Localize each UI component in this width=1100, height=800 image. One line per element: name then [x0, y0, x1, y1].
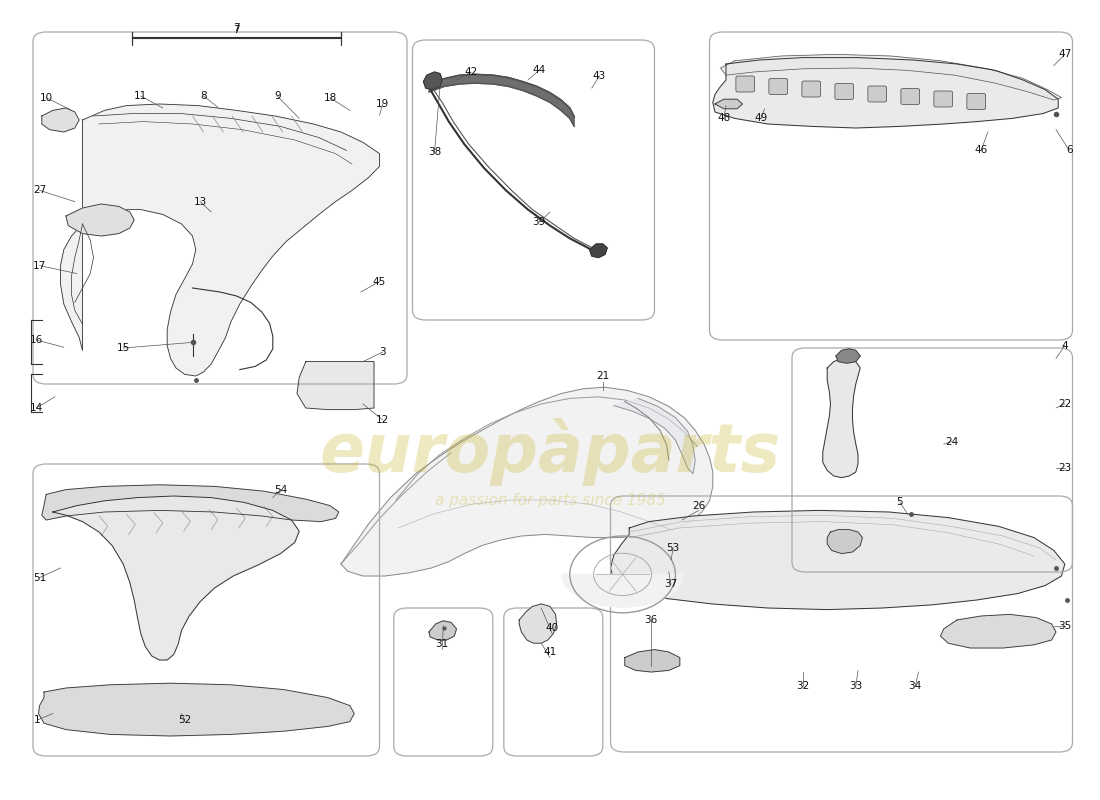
Text: 12: 12	[376, 415, 389, 425]
Polygon shape	[713, 58, 1058, 128]
Text: 47: 47	[1058, 50, 1071, 59]
Text: 9: 9	[274, 91, 280, 101]
FancyBboxPatch shape	[934, 91, 953, 107]
Text: europàparts: europàparts	[319, 418, 781, 486]
Text: 5: 5	[896, 498, 903, 507]
Text: 22: 22	[1058, 399, 1071, 409]
Text: 42: 42	[464, 67, 477, 77]
Text: 23: 23	[1058, 463, 1071, 473]
FancyBboxPatch shape	[901, 89, 920, 105]
Polygon shape	[66, 204, 134, 236]
Text: 24: 24	[945, 437, 958, 446]
FancyBboxPatch shape	[736, 76, 755, 92]
Text: 13: 13	[194, 197, 207, 206]
Text: 16: 16	[30, 335, 43, 345]
Text: 48: 48	[717, 114, 730, 123]
Text: 52: 52	[178, 715, 191, 725]
Text: 4: 4	[1062, 341, 1068, 350]
Polygon shape	[590, 244, 607, 258]
Text: 7: 7	[233, 26, 240, 35]
Polygon shape	[39, 683, 354, 736]
Polygon shape	[519, 604, 557, 643]
Text: 32: 32	[796, 682, 810, 691]
Text: 26: 26	[692, 501, 705, 510]
Polygon shape	[823, 358, 860, 478]
Text: 27: 27	[33, 186, 46, 195]
Polygon shape	[610, 510, 1065, 610]
Text: 33: 33	[849, 682, 862, 691]
Text: 3: 3	[379, 347, 386, 357]
Polygon shape	[562, 574, 683, 607]
Polygon shape	[42, 485, 339, 522]
Text: 1: 1	[34, 715, 41, 725]
Polygon shape	[720, 54, 1062, 100]
Polygon shape	[625, 650, 680, 672]
Polygon shape	[827, 530, 862, 554]
Polygon shape	[297, 362, 374, 410]
Text: 37: 37	[664, 579, 678, 589]
Text: 6: 6	[1066, 146, 1072, 155]
Text: 8: 8	[200, 91, 207, 101]
Text: 21: 21	[596, 371, 609, 381]
Text: 54: 54	[274, 485, 287, 494]
Polygon shape	[614, 398, 695, 474]
FancyBboxPatch shape	[769, 78, 788, 94]
Polygon shape	[429, 74, 574, 126]
Text: 7: 7	[233, 23, 240, 33]
Text: 11: 11	[134, 91, 147, 101]
Text: 44: 44	[532, 66, 546, 75]
Text: 38: 38	[428, 147, 441, 157]
FancyBboxPatch shape	[868, 86, 887, 102]
Text: 14: 14	[30, 403, 43, 413]
FancyBboxPatch shape	[967, 94, 986, 110]
Text: 19: 19	[376, 99, 389, 109]
Polygon shape	[836, 349, 860, 363]
Polygon shape	[429, 621, 456, 640]
Text: 15: 15	[117, 343, 130, 353]
Text: 45: 45	[373, 277, 386, 286]
Text: 40: 40	[546, 623, 559, 633]
Polygon shape	[42, 108, 79, 132]
FancyBboxPatch shape	[835, 83, 854, 99]
Polygon shape	[715, 99, 742, 109]
Text: 46: 46	[975, 146, 988, 155]
Text: 31: 31	[436, 639, 449, 649]
Text: 35: 35	[1058, 621, 1071, 630]
Text: 43: 43	[593, 71, 606, 81]
Text: 53: 53	[667, 543, 680, 553]
Text: 51: 51	[33, 573, 46, 582]
Polygon shape	[424, 72, 442, 90]
Text: 17: 17	[33, 261, 46, 270]
Text: 39: 39	[532, 218, 546, 227]
Polygon shape	[53, 496, 299, 660]
Polygon shape	[60, 104, 380, 376]
Polygon shape	[341, 387, 713, 576]
Text: 18: 18	[323, 93, 337, 102]
Text: 34: 34	[909, 682, 922, 691]
Text: 49: 49	[755, 114, 768, 123]
Text: 36: 36	[645, 615, 658, 625]
Text: 41: 41	[543, 647, 557, 657]
Text: 10: 10	[40, 93, 53, 102]
Text: a passion for parts since 1985: a passion for parts since 1985	[434, 493, 666, 507]
FancyBboxPatch shape	[802, 81, 821, 97]
Polygon shape	[940, 614, 1056, 648]
